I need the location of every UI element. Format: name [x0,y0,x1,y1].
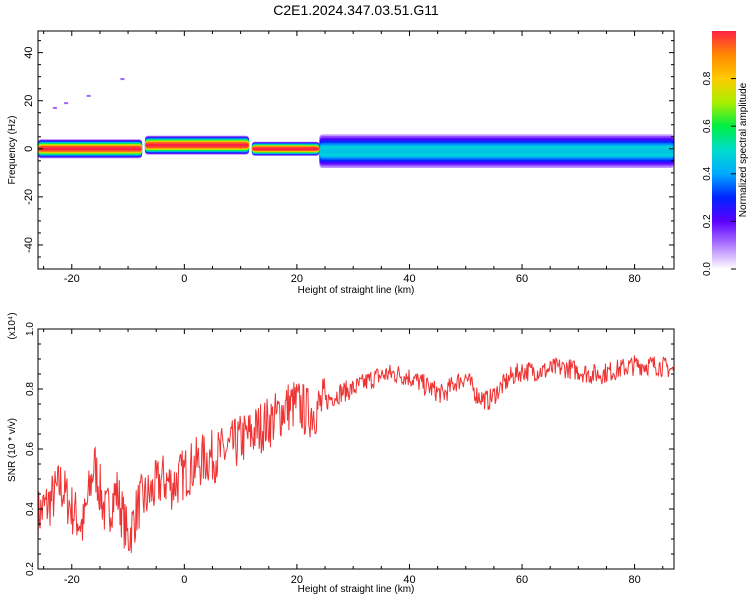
colorbar-tick-label: 0.6 [702,119,713,133]
spectrogram-x-axis-label: Height of straight line (km) [298,285,415,296]
colorbar-ticks: 0.0 0.2 0.4 0.6 0.8 [702,71,736,276]
heat-ridge [145,143,249,147]
y-tick-label: 0.6 [25,442,36,456]
snr-series [37,355,675,553]
snr-y-axis-label: SNR (10 * v/v) [7,418,18,482]
heat-ridge [252,147,319,150]
spectrogram-y-axis-label: Frequency (Hz) [7,116,18,185]
x-tick-label: 20 [291,273,303,285]
page-title: C2E1.2024.347.03.51.G11 [273,2,439,18]
spectrogram-panel: -20 0 20 40 60 80 -40 -20 0 20 40 Height of straig… [7,30,675,296]
track-segment [38,139,143,159]
x-tick-label: -20 [64,574,80,586]
snr-x-axis-label: Height of straight line (km) [298,584,415,595]
colorbar-tick-label: 0.2 [702,214,713,228]
track-segment [319,134,674,169]
colorbar: 0.0 0.2 0.4 0.6 0.8 Normalized spectral ampl… [702,31,749,276]
colorbar-tick-label: 0.8 [702,71,713,85]
x-tick-label: 0 [181,574,187,586]
snr-panel: -20 0 20 40 60 80 0.2 0.4 0.6 0.8 1.0 Height of st… [7,312,675,595]
colorbar-gradient [712,31,736,269]
heat-speck [52,106,57,109]
colorbar-tick-label: 0.4 [702,166,713,180]
spectrogram-frame [37,30,675,270]
x-tick-label: 60 [516,574,528,586]
snr-y-multiplier: (x10⁴) [7,312,18,339]
snr-line [37,355,675,553]
heat-ridge [39,147,142,150]
y-tick-label: 0.8 [25,382,36,396]
track-segment [144,135,250,155]
y-tick-label: 20 [23,95,35,107]
spectrogram-cells [38,78,674,169]
y-tick-label: 40 [23,47,35,59]
snr-frame [37,328,675,570]
colorbar-label: Normalized spectral amplitude [738,82,749,217]
y-tick-label: 0 [23,146,35,152]
x-tick-label: 80 [628,574,640,586]
heat-speck [64,102,69,105]
x-tick-label: 0 [181,273,187,285]
y-tick-label: -20 [23,189,35,205]
y-tick-label: -40 [23,237,35,253]
snr-background [38,329,674,569]
colorbar-tick-label: 0.0 [702,262,713,276]
y-tick-label: 0.4 [25,502,36,516]
heat-speck [86,94,91,97]
heat-ridge [320,149,673,154]
x-tick-label: -20 [64,273,80,285]
y-tick-label: 1.0 [25,322,36,336]
x-tick-label: 20 [291,574,303,586]
x-tick-label: 40 [403,574,415,586]
x-tick-label: 80 [628,273,640,285]
x-tick-label: 60 [516,273,528,285]
heat-speck [120,78,125,81]
y-tick-label: 0.2 [25,562,36,576]
x-tick-label: 40 [403,273,415,285]
track-segment [251,141,320,157]
